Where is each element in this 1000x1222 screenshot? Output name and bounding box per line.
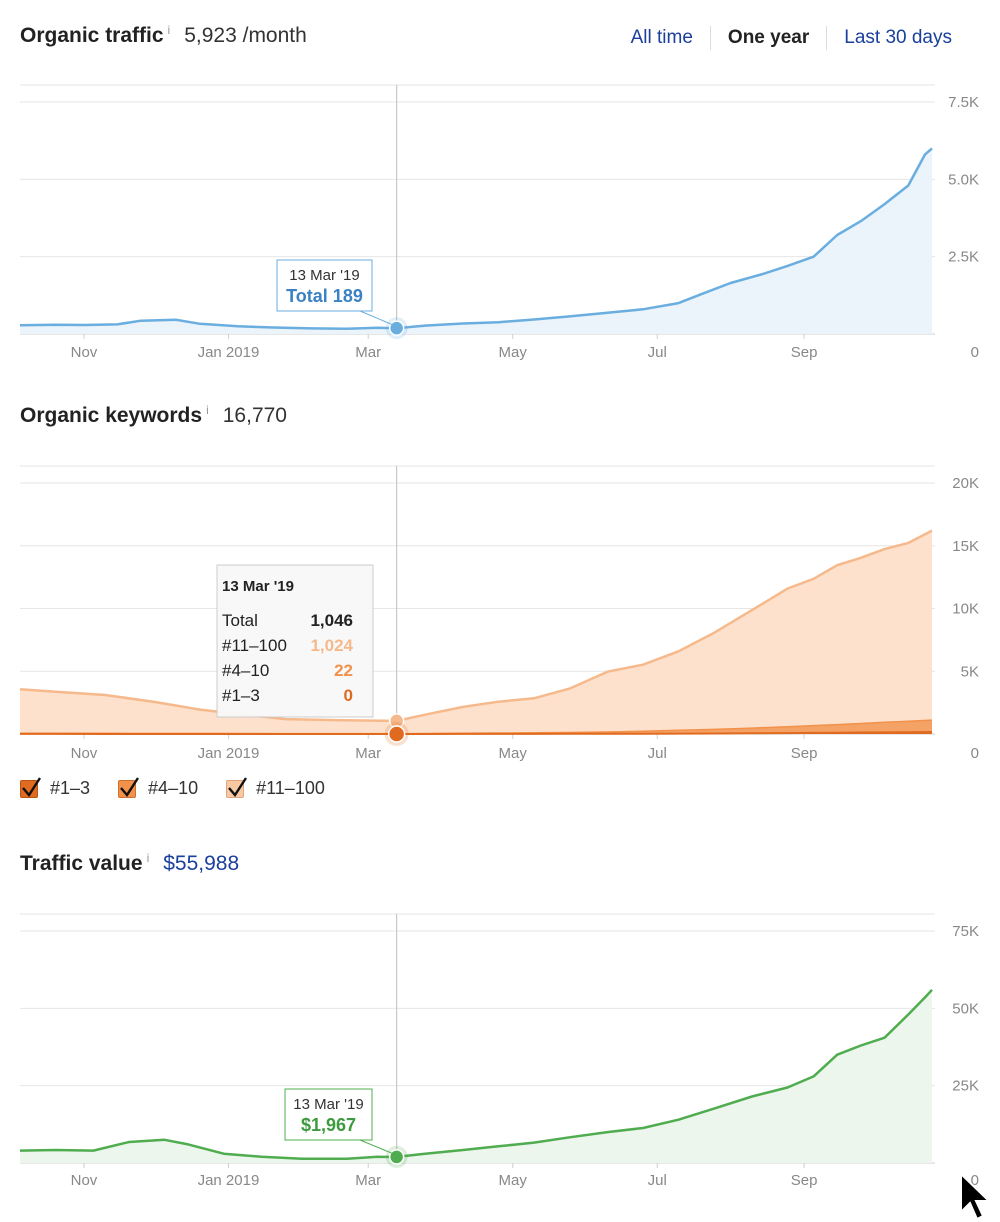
organic-traffic-header: Organic traffic i 5,923 /month [20, 23, 307, 48]
info-icon[interactable]: i [146, 851, 150, 865]
x-tick-label: Jan 2019 [198, 344, 260, 361]
y-tick-label: 5K [961, 663, 979, 680]
traffic-value-header: Traffic value i $55,988 [20, 851, 240, 876]
organic-keywords-value: 16,770 [222, 404, 287, 427]
tooltip-pointer [359, 310, 394, 326]
tooltip-box [216, 564, 374, 718]
tooltip-pointer [359, 1139, 394, 1155]
series-line [19, 147, 933, 330]
y-tick-label: 25K [952, 1078, 979, 1095]
legend-label: #4–10 [148, 778, 199, 798]
tooltip-row-label: #1–3 [222, 686, 260, 705]
traffic-value-title: Traffic value [20, 852, 143, 875]
legend-item-top10[interactable]: #4–10 [118, 776, 199, 799]
tooltip-date: 13 Mar '19 [289, 267, 359, 284]
legend-item-top3[interactable]: #1–3 [20, 776, 91, 799]
series-area [20, 148, 932, 334]
tab-divider [709, 26, 711, 50]
y-tick-label: 7.5K [948, 94, 979, 111]
tooltip-total: $1,967 [301, 1115, 356, 1135]
x-tick-label: Sep [791, 1172, 818, 1189]
x-tick-label: Jul [648, 1172, 667, 1189]
tooltip-row-value: 1,046 [310, 611, 353, 630]
tooltip-row-label: #11–100 [222, 636, 287, 655]
mouse-cursor-icon [960, 1172, 992, 1221]
organic-traffic-value: 5,923 /month [184, 24, 307, 47]
y-tick-label: 0 [971, 745, 979, 762]
tooltip-date: 13 Mar '19 [222, 578, 294, 595]
y-tick-label: 50K [952, 1000, 979, 1017]
y-tick-label: 0 [971, 344, 979, 361]
y-tick-label: 5.0K [948, 171, 979, 188]
x-tick-label: Nov [71, 1172, 98, 1189]
tooltip-date: 13 Mar '19 [293, 1096, 363, 1113]
x-tick-label: Jul [648, 745, 667, 762]
x-tick-label: Sep [791, 344, 818, 361]
tooltip-box [276, 259, 373, 312]
traffic-value-amount: $55,988 [163, 852, 240, 875]
tab-all-time[interactable]: All time [630, 27, 693, 48]
y-tick-label: 15K [952, 538, 979, 555]
y-tick-label: 75K [952, 923, 979, 940]
keywords-legend: #1–3 #4–10 #11–100 [20, 776, 353, 799]
x-tick-label: Mar [355, 1172, 381, 1189]
tooltip-total: Total 189 [286, 286, 363, 306]
tab-last-30-days[interactable]: Last 30 days [844, 27, 952, 48]
checkbox-icon[interactable] [20, 776, 42, 798]
info-icon[interactable]: i [167, 23, 171, 37]
series-area [20, 989, 932, 1163]
tooltip-box [284, 1088, 373, 1141]
legend-item-top100[interactable]: #11–100 [226, 776, 325, 799]
tooltip-row-label: #4–10 [222, 661, 269, 680]
x-tick-label: Nov [71, 745, 98, 762]
organic-keywords-header: Organic keywords i 16,770 [20, 403, 287, 428]
x-tick-label: Nov [71, 344, 98, 361]
x-tick-label: Jan 2019 [198, 745, 260, 762]
tooltip-row-value: 22 [334, 661, 353, 680]
y-tick-label: 10K [952, 601, 979, 618]
organic-traffic-chart[interactable]: 7.5K 5.0K 2.5K 0 Nov Jan 2019 Mar May Jul Sep 13 M… [0, 0, 1000, 380]
y-tick-label: 0 [971, 1172, 979, 1189]
tooltip-row-value: 0 [344, 686, 353, 705]
x-tick-label: Jul [648, 344, 667, 361]
organic-traffic-title: Organic traffic [20, 24, 164, 47]
series-area-11-100 [20, 530, 932, 734]
organic-keywords-title: Organic keywords [20, 404, 203, 427]
tab-one-year[interactable]: One year [727, 27, 810, 48]
x-tick-label: Sep [791, 745, 818, 762]
tooltip-row-label: Total [222, 611, 258, 630]
hover-point [388, 1149, 405, 1165]
x-tick-label: Mar [355, 344, 381, 361]
organic-keywords-chart[interactable]: 20K 15K 10K 5K 0 Nov Jan 2019 Mar May Jul Sep 13 Ma… [0, 0, 1000, 780]
x-tick-label: Jan 2019 [198, 1172, 260, 1189]
x-tick-label: May [499, 344, 528, 361]
series-area-1-3 [20, 732, 932, 734]
y-tick-label: 2.5K [948, 249, 979, 266]
tooltip-row-value: 1,024 [310, 636, 353, 655]
checkbox-icon[interactable] [226, 776, 248, 798]
legend-label: #1–3 [50, 778, 91, 798]
series-line [19, 988, 933, 1160]
legend-label: #11–100 [256, 778, 325, 798]
info-icon[interactable]: i [206, 403, 209, 417]
series-line-1-3 [20, 731, 933, 735]
series-line-11-100 [19, 529, 933, 723]
checkbox-icon[interactable] [118, 776, 140, 798]
series-area-4-10 [20, 720, 932, 734]
hover-point-1-3 [387, 725, 406, 743]
x-tick-label: Mar [355, 745, 381, 762]
tab-divider [826, 26, 828, 50]
date-range-tabs: All time One year Last 30 days [631, 26, 952, 50]
y-tick-label: 20K [952, 475, 979, 492]
x-tick-label: May [499, 1172, 528, 1189]
x-tick-label: May [499, 745, 528, 762]
